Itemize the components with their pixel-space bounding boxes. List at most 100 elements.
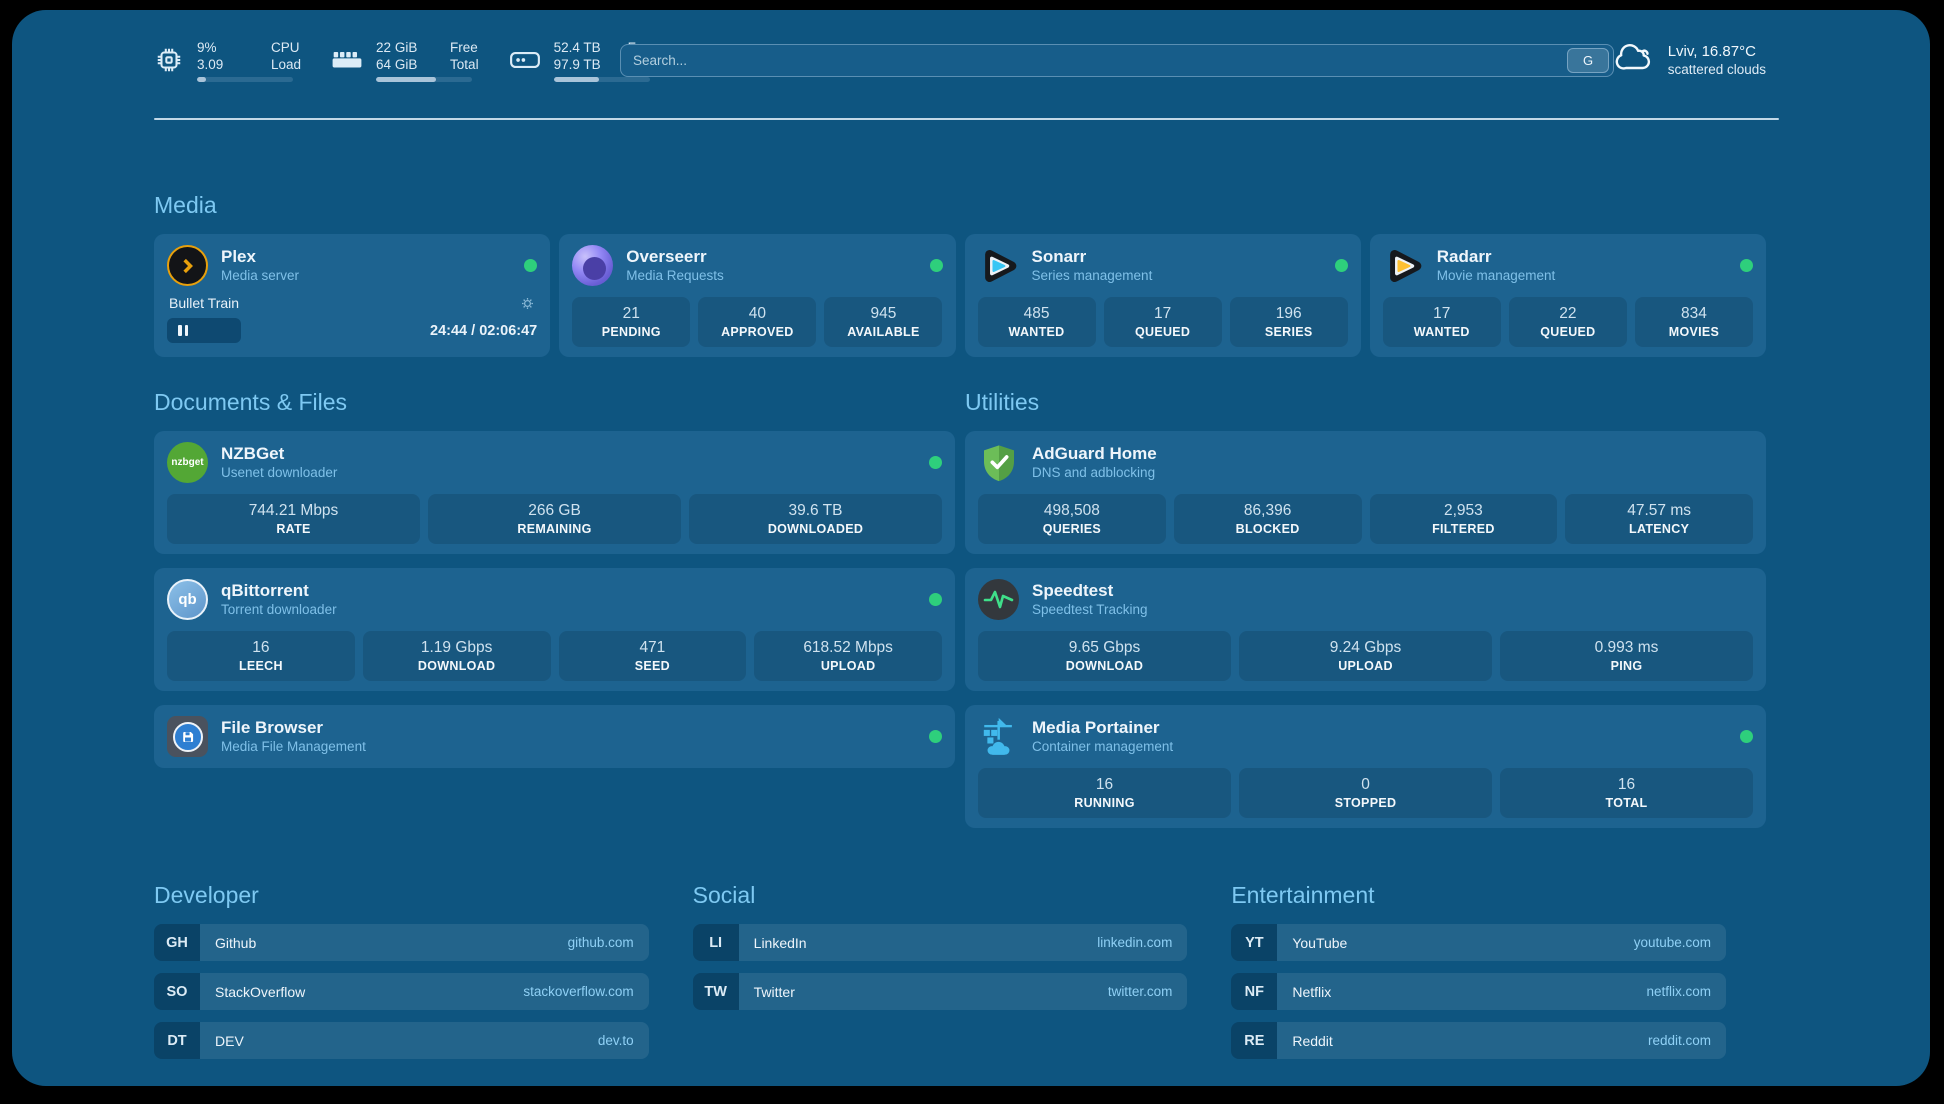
stat-tile: 16 RUNNING <box>978 768 1231 818</box>
stat-tile: 17 QUEUED <box>1103 297 1222 347</box>
bookmark-github[interactable]: GH Github github.com <box>154 924 649 961</box>
bookmark-stackoverflow[interactable]: SO StackOverflow stackoverflow.com <box>154 973 649 1010</box>
radarr-icon <box>1383 245 1424 286</box>
bookmark-dev[interactable]: DT DEV dev.to <box>154 1022 649 1059</box>
memory-free-value: 22 GiB <box>376 39 418 55</box>
service-description: Media Requests <box>626 268 724 283</box>
bookmark-url: netflix.com <box>1646 984 1711 999</box>
stat-tile: 9.24 Gbps UPLOAD <box>1239 631 1492 681</box>
bookmark-reddit[interactable]: RE Reddit reddit.com <box>1231 1022 1726 1059</box>
bookmark-name: DEV <box>215 1032 244 1049</box>
bookmark-abbr: NF <box>1231 973 1278 1010</box>
utilities-column: Utilities AdGuard Home <box>965 387 1766 828</box>
bookmark-group-entertainment: Entertainment YT YouTube youtube.com NF … <box>1231 880 1726 1059</box>
stat-tile: 86,396 BLOCKED <box>1173 494 1362 544</box>
bookmark-twitter[interactable]: TW Twitter twitter.com <box>692 973 1188 1010</box>
pause-button[interactable] <box>167 318 242 343</box>
service-name: Speedtest <box>1032 581 1114 600</box>
stat-tile: 834 MOVIES <box>1634 297 1753 347</box>
stat-tile: 471 SEED <box>558 631 747 681</box>
service-name: Media Portainer <box>1032 718 1160 737</box>
weather-location-temp: Lviv, 16.87°C <box>1667 42 1756 60</box>
service-name: Overseerr <box>626 247 707 266</box>
memory-progress-bar <box>376 76 473 82</box>
system-stats: 9% CPU 3.09 Load 2 <box>154 39 656 82</box>
bookmark-abbr: LI <box>692 924 739 961</box>
service-card-qbittorrent[interactable]: qb qBittorrent Torrent downloader 16 LEEC… <box>154 568 955 691</box>
service-description: Media File Management <box>221 739 366 754</box>
bookmark-url: dev.to <box>597 1033 634 1048</box>
bookmark-name: LinkedIn <box>753 934 807 951</box>
section-title-social: Social <box>692 882 756 908</box>
portainer-icon <box>978 716 1019 757</box>
bookmark-linkedin[interactable]: LI LinkedIn linkedin.com <box>692 924 1188 961</box>
bookmark-name: Github <box>215 934 257 951</box>
service-name: File Browser <box>221 718 324 737</box>
weather-widget: Lviv, 16.87°C scattered clouds <box>1615 42 1766 79</box>
service-card-sonarr[interactable]: Sonarr Series management 485 WANTED 17 QUE… <box>964 234 1361 357</box>
bookmark-abbr: DT <box>154 1022 200 1059</box>
service-description: Speedtest Tracking <box>1032 602 1148 617</box>
stat-tile: 0 STOPPED <box>1239 768 1492 818</box>
search-provider-button[interactable]: G <box>1567 47 1609 73</box>
service-card-speedtest[interactable]: Speedtest Speedtest Tracking 9.65 Gbps DO… <box>965 568 1766 691</box>
stat-tile: 16 TOTAL <box>1500 768 1753 818</box>
service-card-plex[interactable]: Plex Media server Bullet Train <box>154 234 551 357</box>
cloud-icon <box>1615 43 1655 78</box>
cpu-usage-value: 9% <box>197 39 217 55</box>
service-card-adguard[interactable]: AdGuard Home DNS and adblocking 498,508 Q… <box>965 431 1766 554</box>
status-dot <box>1740 259 1753 272</box>
stat-tile: 9.65 Gbps DOWNLOAD <box>978 631 1231 681</box>
stat-tile: 47.57 ms LATENCY <box>1565 494 1753 544</box>
bookmark-url: linkedin.com <box>1097 935 1173 950</box>
filebrowser-icon <box>167 716 208 757</box>
bookmark-url: youtube.com <box>1633 935 1711 950</box>
bookmark-abbr: YT <box>1231 924 1278 961</box>
header-divider <box>154 118 1779 120</box>
bookmark-group-developer: Developer GH Github github.com SO StackO… <box>154 880 649 1059</box>
service-description: Usenet downloader <box>221 465 338 480</box>
sonarr-icon <box>978 245 1019 286</box>
stat-tile: 485 WANTED <box>977 297 1096 347</box>
status-dot <box>929 593 942 606</box>
plex-icon <box>167 245 208 286</box>
stat-tile: 40 APPROVED <box>698 297 817 347</box>
service-card-nzbget[interactable]: nzbget NZBGet Usenet downloader 744.21 M… <box>154 431 955 554</box>
memory-total-label: Total <box>450 56 479 72</box>
service-card-portainer[interactable]: Media Portainer Container management 16 R… <box>965 705 1766 828</box>
bookmark-netflix[interactable]: NF Netflix netflix.com <box>1231 973 1726 1010</box>
service-card-overseerr[interactable]: Overseerr Media Requests 21 PENDING 40 APP… <box>559 234 956 357</box>
section-title-entertainment: Entertainment <box>1231 882 1375 908</box>
top-bar: 9% CPU 3.09 Load 2 <box>154 38 1766 82</box>
stat-tile: 16 LEECH <box>167 631 355 681</box>
service-card-filebrowser[interactable]: File Browser Media File Management <box>154 705 955 768</box>
adguard-icon <box>978 442 1019 483</box>
status-dot <box>929 259 943 272</box>
bookmark-url: reddit.com <box>1647 1033 1711 1048</box>
bookmark-abbr: GH <box>154 924 200 961</box>
status-dot <box>524 259 538 272</box>
stat-tile: 266 GB REMAINING <box>428 494 681 544</box>
cpu-load-value: 3.09 <box>197 56 224 72</box>
stat-tile: 945 AVAILABLE <box>824 297 943 347</box>
stat-tile: 744.21 Mbps RATE <box>167 494 420 544</box>
stat-tile: 22 QUEUED <box>1508 297 1627 347</box>
playback-bar: 24:44 / 02:06:47 <box>167 318 537 343</box>
gear-icon[interactable] <box>520 296 535 311</box>
bookmark-name: YouTube <box>1292 934 1348 951</box>
bookmark-youtube[interactable]: YT YouTube youtube.com <box>1231 924 1726 961</box>
service-card-radarr[interactable]: Radarr Movie management 17 WANTED 22 QUEUE… <box>1369 234 1766 357</box>
cpu-load-label: Load <box>271 56 302 72</box>
documents-column: Documents & Files nzbget NZBGet Usenet d… <box>154 387 955 828</box>
disk-total-value: 97.9 TB <box>553 56 601 72</box>
qbittorrent-icon: qb <box>167 579 208 620</box>
search-input[interactable] <box>633 52 1567 68</box>
overseerr-icon <box>572 245 614 286</box>
stat-tile: 0.993 ms PING <box>1500 631 1753 681</box>
disk-icon <box>509 47 541 73</box>
memory-stat: 22 GiB Free 64 GiB Total <box>331 39 479 82</box>
search-bar[interactable]: G <box>620 43 1614 77</box>
service-name: AdGuard Home <box>1032 444 1157 463</box>
status-dot <box>929 456 942 469</box>
